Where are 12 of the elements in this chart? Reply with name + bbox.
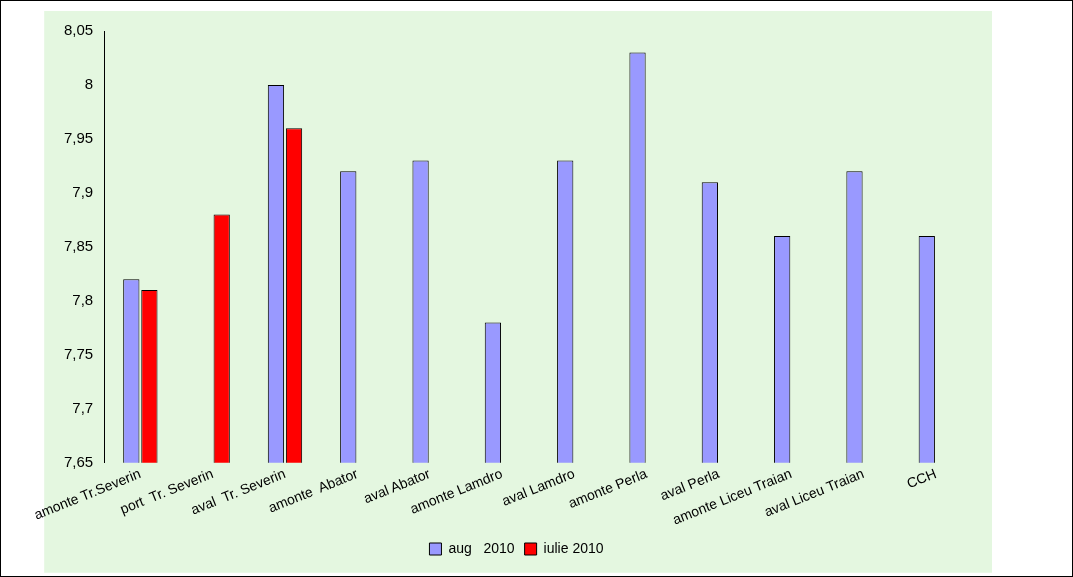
legend-label: iulie 2010 (543, 539, 604, 556)
y-tick-label: 7,75 (63, 345, 94, 362)
y-tick-label: 7,95 (63, 129, 94, 147)
x-tick-label: CCH (904, 465, 939, 492)
y-tick-label: 8 (84, 75, 94, 93)
y-tick-label: 7,7 (72, 398, 94, 416)
legend-label: aug 2010 (448, 539, 515, 556)
y-tick-label: 7,85 (63, 237, 94, 255)
y-tick-label: 7,9 (72, 183, 94, 201)
y-tick-label: 8,05 (63, 21, 94, 39)
y-tick-label: 7,8 (72, 291, 94, 309)
y-tick-label: 7,65 (63, 452, 94, 470)
